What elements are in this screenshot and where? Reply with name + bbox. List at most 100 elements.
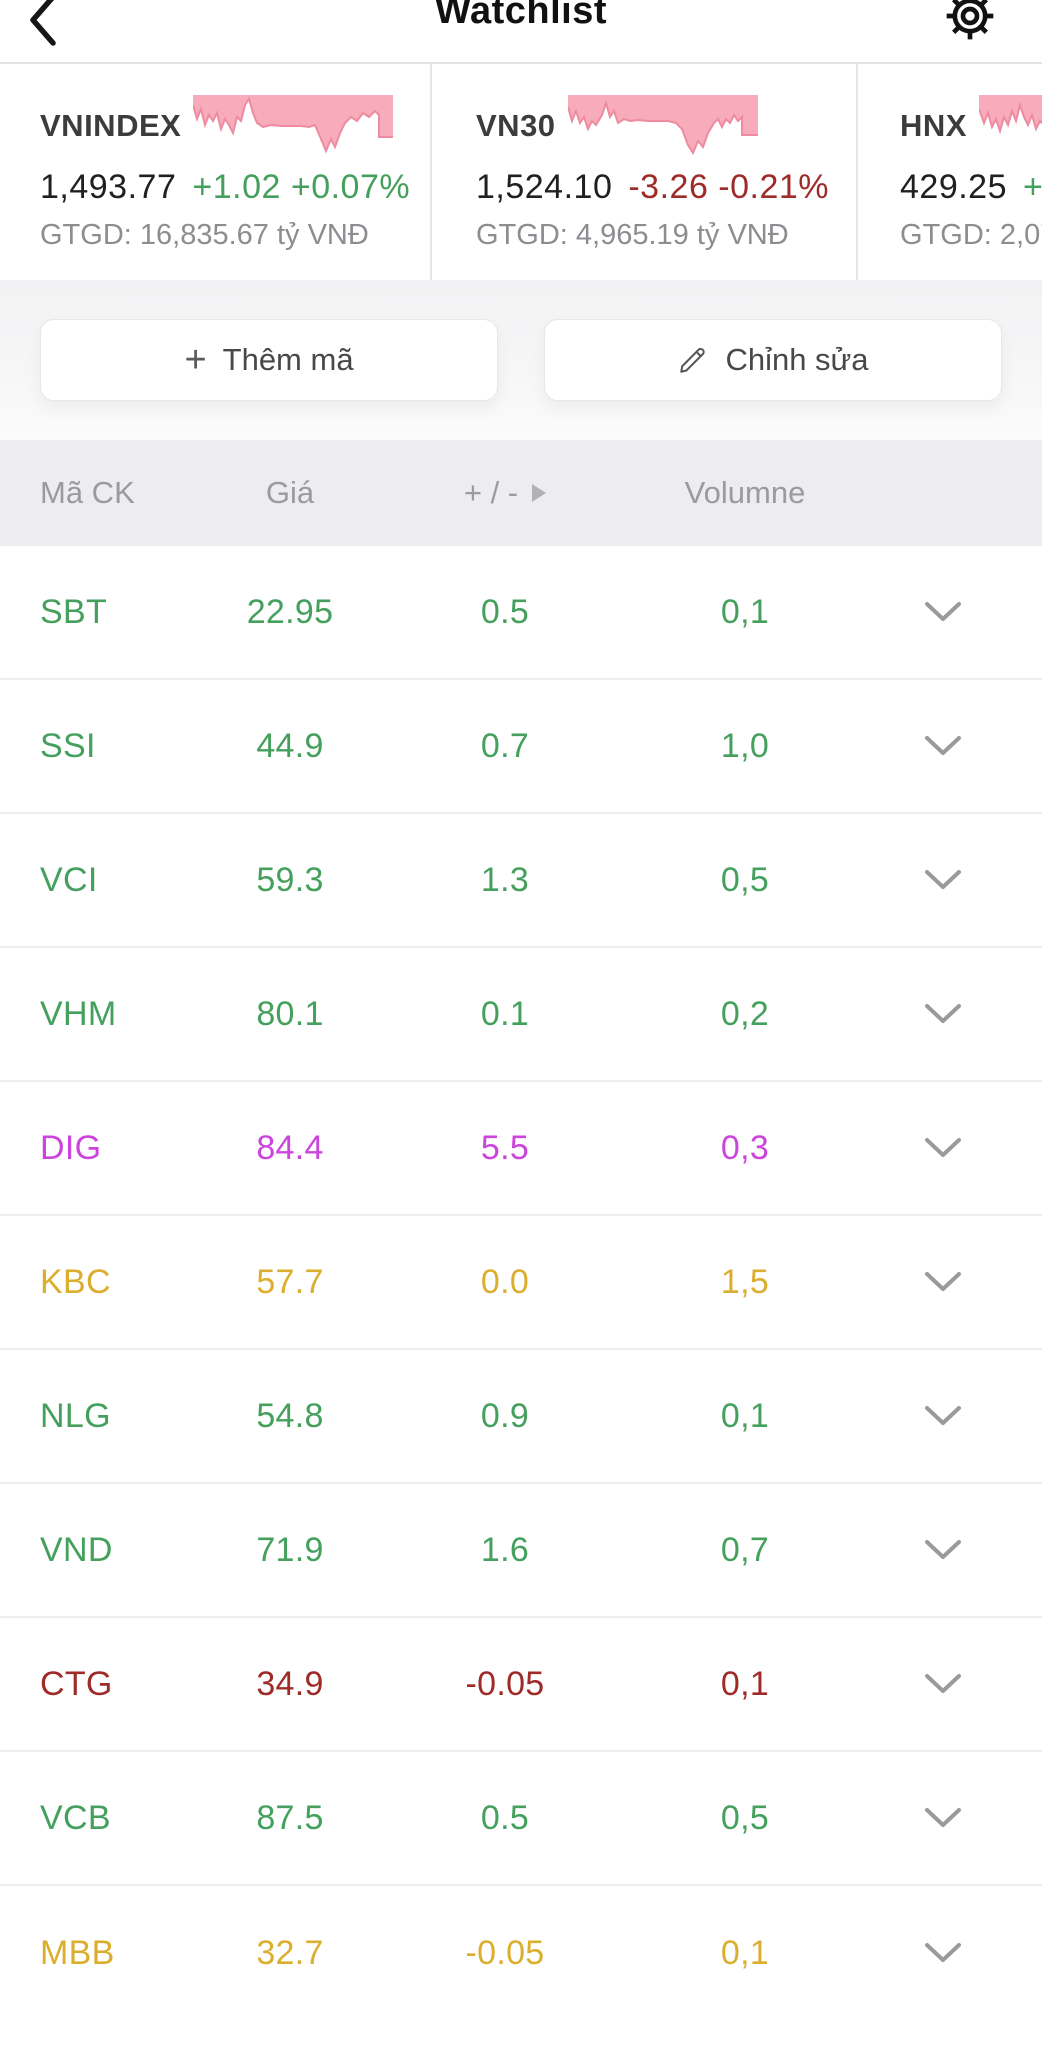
stock-volume: 1,5 (720, 1262, 770, 1301)
stock-volume: 0,3 (720, 1128, 770, 1167)
index-name: VN30 (476, 108, 556, 143)
sparkline-chart (978, 95, 1042, 135)
stock-change: 0.5 (480, 592, 530, 631)
pencil-icon (680, 347, 706, 373)
gear-icon (946, 0, 994, 40)
table-row[interactable]: VCB 87.5 0.5 0,5 (0, 1752, 1042, 1886)
stock-price: 71.9 (256, 1530, 324, 1569)
index-name: VNINDEX (40, 108, 182, 143)
stock-symbol: NLG (40, 1396, 111, 1435)
table-row[interactable]: VND 71.9 1.6 0,7 (0, 1484, 1042, 1618)
plus-icon: + (184, 339, 207, 381)
chevron-left-icon (30, 0, 56, 46)
chevron-down-icon (925, 1540, 961, 1559)
stock-symbol: DIG (40, 1128, 102, 1167)
stock-symbol: SSI (40, 726, 96, 765)
stock-change: -0.05 (465, 1664, 545, 1703)
index-value: 1,524.10 (476, 168, 613, 206)
page-title: Watchlist (435, 0, 607, 32)
stock-symbol: VCI (40, 860, 98, 899)
index-turnover: GTGD: 16,835.67 tỷ VNĐ (40, 219, 369, 251)
index-card-vn30[interactable]: VN30 1,524.10 -3.26 -0.21% GTGD: 4,965.1… (430, 64, 856, 280)
chevron-down-icon (925, 870, 961, 889)
stock-symbol: MBB (40, 1933, 115, 1972)
market-indices: VNINDEX 1,493.77 +1.02 +0.07% GTGD: 16,8… (0, 64, 1042, 280)
stock-volume: 0,1 (720, 1664, 770, 1703)
table-row[interactable]: DIG 84.4 5.5 0,3 (0, 1082, 1042, 1216)
chevron-down-icon (925, 1674, 961, 1693)
table-row[interactable]: CTG 34.9 -0.05 0,1 (0, 1618, 1042, 1752)
edit-label: Chỉnh sửa (725, 342, 869, 377)
sparkline-chart (193, 95, 394, 154)
index-name: HNX (900, 108, 967, 143)
expand-row-button[interactable] (870, 1137, 1042, 1159)
stock-change: -0.05 (465, 1933, 545, 1972)
index-change: -3.26 -0.21% (628, 168, 830, 206)
chevron-down-icon (925, 602, 961, 621)
header-symbol: Mã CK (40, 475, 135, 510)
expand-row-button[interactable] (870, 601, 1042, 623)
stock-price: 84.4 (256, 1128, 324, 1167)
table-header: Mã CK Giá + / - Volumne (0, 440, 1042, 546)
stock-change: 0.9 (480, 1396, 530, 1435)
header-change-label: + / - (463, 475, 519, 510)
table-row[interactable]: SBT 22.95 0.5 0,1 (0, 546, 1042, 680)
index-change: +1.02 +0.07% (192, 168, 411, 206)
table-row[interactable]: VCI 59.3 1.3 0,5 (0, 814, 1042, 948)
stock-symbol: VCB (40, 1798, 111, 1837)
table-row[interactable]: SSI 44.9 0.7 1,0 (0, 680, 1042, 814)
stock-symbol: VHM (40, 994, 117, 1033)
index-card-vnindex[interactable]: VNINDEX 1,493.77 +1.02 +0.07% GTGD: 16,8… (0, 64, 430, 280)
expand-row-button[interactable] (870, 1673, 1042, 1695)
expand-row-button[interactable] (870, 1405, 1042, 1427)
header-change-toggle[interactable]: + / - (390, 475, 620, 511)
index-value: 429.25 (900, 168, 1007, 206)
back-button[interactable] (26, 0, 66, 48)
stock-change: 5.5 (480, 1128, 530, 1167)
expand-row-button[interactable] (870, 735, 1042, 757)
stock-volume: 0,5 (720, 860, 770, 899)
table-row[interactable]: MBB 32.7 -0.05 0,1 (0, 1886, 1042, 2020)
stock-symbol: CTG (40, 1664, 113, 1703)
add-symbol-button[interactable]: + Thêm mã (40, 319, 498, 401)
index-card-hnx[interactable]: HNX 429.25 +5 GTGD: 2,07 (856, 64, 1042, 280)
edit-button[interactable]: Chỉnh sửa (544, 319, 1002, 401)
settings-button[interactable] (942, 0, 998, 49)
table-row[interactable]: VHM 80.1 0.1 0,2 (0, 948, 1042, 1082)
stock-symbol: VND (40, 1530, 113, 1569)
chevron-down-icon (925, 1272, 961, 1291)
stock-price: 80.1 (256, 994, 324, 1033)
header-volume: Volumne (684, 475, 806, 510)
stock-volume: 0,5 (720, 1798, 770, 1837)
chevron-down-icon (925, 1004, 961, 1023)
expand-row-button[interactable] (870, 1807, 1042, 1829)
stock-volume: 0,2 (720, 994, 770, 1033)
table-row[interactable]: KBC 57.7 0.0 1,5 (0, 1216, 1042, 1350)
chevron-down-icon (925, 1138, 961, 1157)
stock-price: 87.5 (256, 1798, 324, 1837)
expand-row-button[interactable] (870, 1539, 1042, 1561)
chevron-down-icon (925, 1808, 961, 1827)
stock-volume: 0,7 (720, 1530, 770, 1569)
stock-price: 34.9 (256, 1664, 324, 1703)
chevron-down-icon (925, 1943, 961, 1962)
stock-price: 22.95 (246, 592, 334, 631)
add-symbol-label: Thêm mã (222, 342, 354, 377)
expand-row-button[interactable] (870, 1271, 1042, 1293)
stock-change: 1.6 (480, 1530, 530, 1569)
stock-volume: 0,1 (720, 1933, 770, 1972)
index-change: +5 (1023, 168, 1042, 206)
expand-row-button[interactable] (870, 1942, 1042, 1964)
index-value: 1,493.77 (40, 168, 177, 206)
stock-price: 54.8 (256, 1396, 324, 1435)
table-row[interactable]: NLG 54.8 0.9 0,1 (0, 1350, 1042, 1484)
stock-price: 44.9 (256, 726, 324, 765)
stock-change: 0.1 (480, 994, 530, 1033)
stock-volume: 1,0 (720, 726, 770, 765)
expand-row-button[interactable] (870, 869, 1042, 891)
toolbar: + Thêm mã Chỉnh sửa (0, 280, 1042, 440)
stock-volume: 0,1 (720, 592, 770, 631)
stock-change: 0.7 (480, 726, 530, 765)
expand-row-button[interactable] (870, 1003, 1042, 1025)
